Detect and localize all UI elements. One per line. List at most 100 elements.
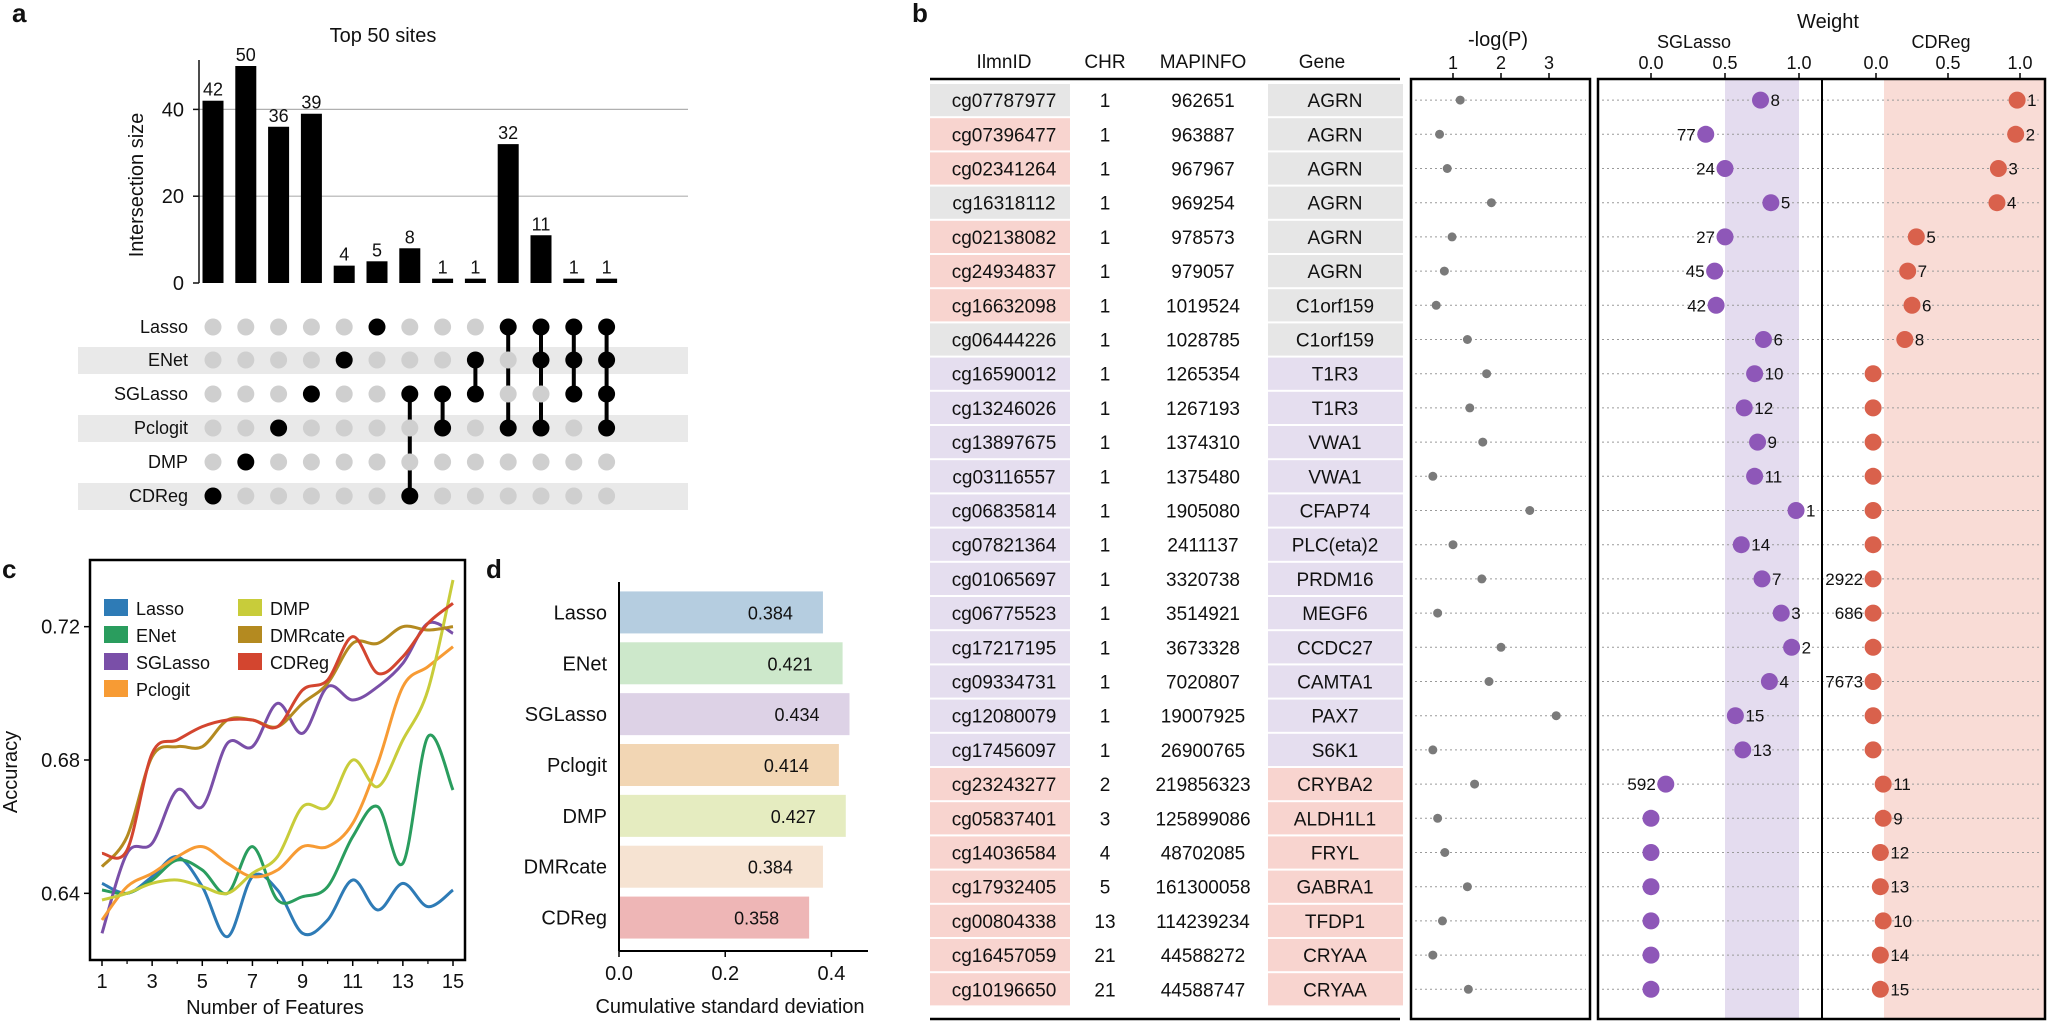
sd-bar-value: 0.384 — [748, 858, 793, 878]
row-ilmnid: cg17217195 — [952, 638, 1057, 659]
logp-dot — [1437, 916, 1447, 926]
membership-dot-active — [532, 351, 550, 369]
sd-category-label: DMP — [563, 806, 607, 828]
cdreg-weight-dot — [1874, 912, 1892, 930]
series-line-sglasso — [100, 620, 454, 934]
row-ilmnid: cg16457059 — [952, 946, 1057, 967]
logp-dot — [1470, 779, 1480, 789]
legend-label: ENet — [136, 626, 176, 646]
sglasso-weight-dot — [1716, 228, 1734, 246]
logp-dot — [1440, 848, 1450, 857]
x-tick-label: 0.0 — [605, 963, 633, 985]
sglasso-weight-dot — [1706, 262, 1724, 280]
membership-dot-inactive — [368, 351, 386, 369]
x-tick-label: 9 — [297, 971, 308, 993]
cdreg-weight-dot — [1874, 809, 1892, 827]
membership-dot-inactive — [368, 419, 386, 437]
sglasso-weight-dot — [1642, 878, 1660, 896]
row-chr: 1 — [1100, 604, 1111, 625]
y-tick-label: 40 — [162, 99, 184, 121]
row-gene-bg — [1268, 220, 1403, 253]
logp-header: -log(P) — [1468, 29, 1528, 51]
cdreg-weight-dot — [1907, 228, 1925, 246]
sglasso-weight-dot — [1787, 502, 1805, 519]
x-tick-label: 1 — [96, 971, 107, 993]
row-gene: T1R3 — [1312, 365, 1358, 386]
logp-dot — [1433, 813, 1443, 823]
sglasso-weight-dot — [1762, 194, 1780, 212]
row-mapinfo: 48702085 — [1161, 844, 1246, 865]
row-chr: 1 — [1100, 467, 1111, 488]
membership-dot-inactive — [499, 351, 517, 369]
panel-c-line-chart: 1 3 5 7 9 11 13 150.640.680.72LassoENetSGLassoP… — [41, 558, 467, 993]
line-xlabel: Number of Features — [186, 997, 364, 1019]
sglasso-weight-dot — [1732, 536, 1750, 554]
bar-value-label: 32 — [498, 123, 518, 143]
y-tick-label: 20 — [162, 186, 184, 208]
sglasso-weight-dot — [1753, 570, 1771, 588]
sglasso-weight-dot — [1642, 844, 1660, 861]
membership-dot-inactive — [270, 351, 288, 369]
sd-bar — [619, 896, 810, 939]
row-chr: 1 — [1100, 91, 1111, 112]
logp-dot — [1447, 232, 1457, 242]
membership-dot-inactive — [598, 453, 616, 471]
row-chr: 1 — [1100, 433, 1111, 454]
legend-swatch — [238, 653, 262, 670]
row-chr: 1 — [1100, 125, 1111, 146]
sglasso-weight-dot — [1642, 980, 1660, 998]
membership-dot-inactive — [368, 453, 386, 471]
y-tick-label: 0.64 — [41, 883, 80, 905]
row-mapinfo: 962651 — [1171, 91, 1234, 112]
membership-dot-active — [598, 385, 616, 403]
row-gene-bg — [1268, 289, 1403, 322]
membership-dot-active — [565, 351, 583, 369]
legend-swatch — [104, 626, 128, 643]
row-ilmnid: cg02341264 — [952, 160, 1057, 181]
row-id-bg — [930, 152, 1070, 185]
row-ilmnid: cg14036584 — [952, 844, 1057, 865]
membership-dot-inactive — [434, 487, 452, 505]
row-gene-bg — [1268, 118, 1403, 151]
logp-dot — [1431, 300, 1441, 310]
row-mapinfo: 3514921 — [1166, 604, 1240, 625]
sglasso-rank-label: 45 — [1686, 262, 1705, 281]
sglasso-rank-label: 11 — [1765, 467, 1783, 486]
cdreg-weight-dot — [1874, 775, 1892, 793]
membership-dot-inactive — [466, 419, 484, 437]
row-gene-bg — [1268, 426, 1403, 459]
row-id-bg — [930, 528, 1070, 561]
membership-dot-inactive — [466, 318, 484, 336]
logp-dot — [1439, 266, 1449, 276]
membership-dot-inactive — [270, 318, 288, 336]
membership-dot-inactive — [532, 453, 550, 471]
cdreg-weight-dot — [1864, 707, 1882, 725]
row-id-bg — [930, 939, 1070, 972]
intersection-bar — [530, 235, 552, 283]
row-chr: 1 — [1100, 194, 1111, 215]
sglasso-weight-dot — [1760, 673, 1778, 690]
row-gene-bg — [1268, 528, 1403, 561]
logp-dot — [1465, 403, 1475, 413]
membership-dot-inactive — [237, 419, 255, 437]
cdreg-weight-dot — [2007, 125, 2025, 143]
sglasso-weight-dot — [1746, 467, 1764, 485]
intersection-bar — [464, 278, 486, 283]
row-id-bg — [930, 220, 1070, 253]
membership-dot-inactive — [302, 453, 320, 471]
cdreg-rank-label: 9 — [1893, 809, 1902, 828]
logp-dot — [1455, 95, 1465, 105]
membership-dot-active — [335, 351, 353, 369]
logp-dot — [1551, 711, 1561, 721]
row-ilmnid: cg01065697 — [952, 570, 1057, 591]
row-gene-bg — [1268, 152, 1403, 185]
legend-swatch — [104, 680, 128, 697]
bar-value-label: 36 — [269, 106, 289, 126]
membership-dot-inactive — [401, 453, 419, 471]
intersection-bar — [366, 261, 388, 283]
membership-dot-active — [204, 487, 222, 505]
row-id-bg — [930, 289, 1070, 322]
row-mapinfo: 219856323 — [1155, 775, 1250, 796]
row-id-bg — [930, 768, 1070, 801]
